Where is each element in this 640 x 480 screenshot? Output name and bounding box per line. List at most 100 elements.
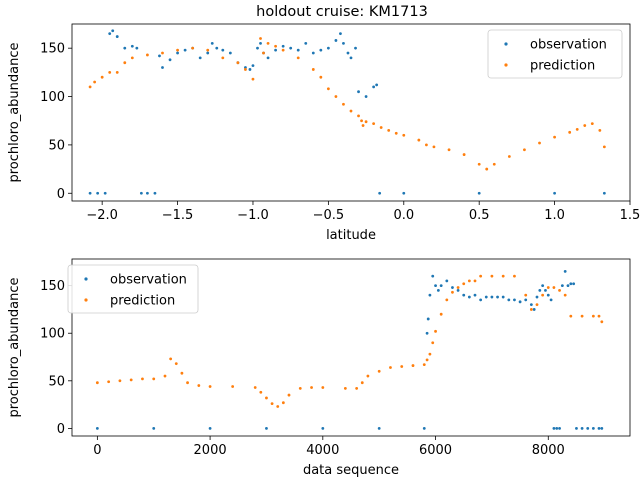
prediction-point — [431, 341, 435, 345]
prediction-point — [152, 377, 156, 381]
legend-label-observation: observation — [110, 273, 187, 288]
series-observation — [95, 269, 604, 430]
observation-point — [445, 279, 449, 283]
observation-point — [311, 51, 315, 55]
observation-point — [183, 48, 187, 52]
prediction-point — [326, 87, 330, 91]
prediction-point — [357, 114, 360, 118]
prediction-point — [434, 329, 437, 333]
observation-point — [161, 66, 164, 69]
prediction-point — [467, 279, 471, 283]
observation-point — [326, 46, 330, 50]
observation-point — [532, 308, 536, 311]
x-tick-label: 1.5 — [620, 208, 640, 223]
observation-point — [139, 191, 143, 195]
prediction-point — [107, 380, 111, 384]
y-axis-label: prochloro_abundance — [7, 42, 22, 182]
observation-point — [334, 39, 338, 42]
prediction-point — [541, 293, 545, 297]
observation-point — [342, 41, 345, 45]
prediction-point — [360, 119, 363, 123]
prediction-point — [462, 153, 466, 156]
prediction-point — [379, 126, 383, 129]
prediction-point — [129, 378, 133, 382]
axes-frame — [71, 258, 631, 437]
prediction-point — [253, 386, 257, 389]
prediction-point — [473, 279, 477, 283]
observation-point — [321, 426, 325, 430]
x-tick-label: −2.0 — [86, 208, 118, 223]
prediction-point — [231, 385, 235, 388]
observation-point — [289, 46, 293, 50]
observation-point — [566, 284, 570, 288]
y-tick-label: 50 — [48, 374, 65, 389]
observation-point — [108, 32, 112, 36]
prediction-point — [538, 141, 541, 145]
prediction-point — [492, 162, 496, 166]
legend-label-prediction: prediction — [530, 59, 595, 74]
prediction-point — [274, 44, 277, 48]
observation-point — [462, 293, 466, 297]
observation-point — [339, 32, 342, 36]
observation-point — [215, 46, 219, 50]
observation-point — [507, 298, 511, 302]
prediction-point — [100, 75, 104, 79]
observation-point — [377, 426, 381, 430]
x-axis-label: data sequence — [303, 463, 399, 478]
y-tick-label: 0 — [57, 187, 65, 202]
y-tick-label: 150 — [40, 279, 65, 294]
prediction-point — [281, 401, 285, 405]
prediction-point — [118, 379, 122, 383]
observation-point — [436, 289, 440, 292]
x-tick-label: 0.0 — [393, 208, 414, 223]
prediction-point — [558, 289, 561, 292]
prediction-point — [270, 402, 274, 406]
observation-point — [535, 295, 539, 299]
prediction-point — [343, 387, 347, 390]
observation-point — [501, 295, 505, 299]
legend-box — [487, 29, 623, 79]
prediction-point — [95, 381, 99, 385]
legend-marker-observation — [84, 277, 88, 281]
x-tick-label: 2000 — [194, 443, 227, 458]
observation-point — [558, 426, 561, 430]
prediction-point — [244, 68, 247, 71]
observation-point — [375, 83, 379, 87]
observation-point — [256, 46, 259, 50]
observation-point — [467, 295, 471, 299]
prediction-point — [176, 48, 179, 52]
observation-point — [428, 293, 432, 297]
prediction-point — [311, 68, 315, 71]
prediction-point — [180, 371, 184, 375]
observation-point — [434, 284, 437, 288]
prediction-point — [389, 366, 392, 369]
observation-point — [251, 64, 255, 67]
observation-point — [354, 46, 357, 50]
observation-point — [586, 426, 590, 430]
prediction-point — [546, 286, 550, 289]
prediction-point — [600, 320, 604, 324]
observation-point — [319, 48, 323, 52]
prediction-point — [553, 135, 556, 139]
prediction-point — [568, 130, 572, 134]
prediction-point — [208, 385, 212, 388]
observation-point — [115, 35, 119, 38]
observation-point — [560, 284, 564, 288]
observation-point — [439, 284, 443, 288]
observation-point — [158, 54, 161, 58]
x-tick-label: −1.5 — [162, 208, 194, 223]
observation-point — [572, 282, 576, 286]
prediction-point — [169, 357, 173, 361]
prediction-point — [575, 128, 579, 131]
prediction-point — [141, 377, 144, 381]
legend-marker-prediction — [84, 298, 88, 302]
observation-point — [123, 46, 127, 50]
observation-point — [372, 85, 376, 89]
observation-point — [451, 286, 454, 289]
legend-box — [67, 264, 199, 314]
prediction-point — [296, 56, 300, 60]
legend-label-prediction: prediction — [110, 294, 175, 309]
prediction-point — [422, 363, 426, 367]
